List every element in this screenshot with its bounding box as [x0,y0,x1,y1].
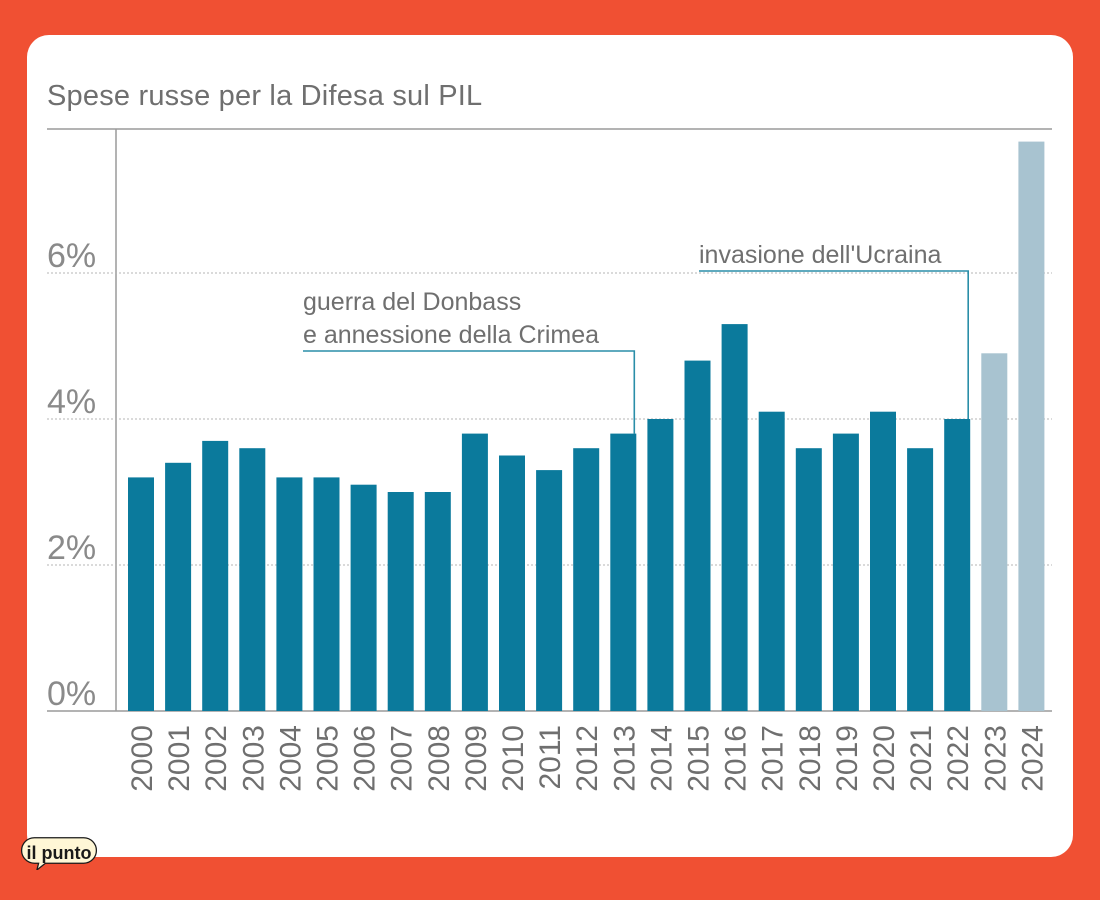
bar-2019 [832,433,859,711]
x-tick-label: 2017 [757,725,790,792]
x-tick-label: 2002 [200,725,233,792]
x-tick-label: 2010 [497,725,530,792]
x-tick-label: 2000 [126,725,159,792]
y-axis-ticks: 0% 2% 4% 6% [47,237,96,713]
x-tick-label: 2005 [312,725,345,792]
chart-title: Spese russe per la Difesa sul PIL [47,80,483,112]
x-tick-label: 2001 [163,725,196,792]
bar-2023 [981,353,1008,711]
bar-2008 [424,492,451,711]
x-tick-label: 2016 [720,725,753,792]
bar-2011 [536,470,563,711]
chart-card [27,35,1073,857]
bar-2002 [202,440,229,711]
bar-2003 [239,448,266,711]
bar-2009 [461,433,488,711]
annotation-text: e annessione della Crimea [303,321,599,349]
bar-2021 [907,448,934,711]
logo-text: il punto [26,843,92,863]
annotations: guerra del Donbass e annessione della Cri… [303,241,970,434]
x-tick-label: 2020 [868,725,901,792]
bar-2022 [944,419,971,711]
bar-2015 [684,360,711,711]
bar-2024 [1018,141,1045,712]
bar-2013 [610,433,637,711]
bar-2016 [721,324,748,711]
x-tick-label: 2003 [237,725,270,792]
x-tick-label: 2014 [645,725,678,792]
y-tick-label: 6% [47,237,96,275]
annotation-text: invasione dell'Ucraina [699,241,942,269]
bar-2004 [276,477,303,711]
x-tick-label: 2009 [460,725,493,792]
x-tick-label: 2023 [979,725,1012,792]
x-tick-label: 2013 [608,725,641,792]
bar-2018 [795,448,822,711]
annotation-text: guerra del Donbass [303,288,521,316]
bar-2007 [387,492,414,711]
bar-2014 [647,419,674,711]
annotation-leader-line [699,270,970,419]
x-tick-label: 2024 [1016,725,1049,792]
bars [128,141,1045,712]
x-tick-label: 2015 [683,725,716,792]
x-tick-label: 2021 [905,725,938,792]
x-tick-label: 2008 [423,725,456,792]
x-tick-label: 2007 [386,725,419,792]
x-tick-label: 2022 [942,725,975,792]
bar-2006 [350,484,377,711]
bar-2005 [313,477,340,711]
x-tick-label: 2011 [534,725,567,790]
x-tick-label: 2018 [794,725,827,792]
annotation-leader-line [303,350,636,434]
x-axis-ticks: 2000 2001 2002 2003 2004 2005 2006 2007 2008 2009… [126,725,1049,792]
x-tick-label: 2019 [831,725,864,792]
y-tick-label: 0% [47,675,96,713]
il-punto-logo [20,837,98,870]
bar-2010 [499,455,525,711]
bar-2017 [758,411,785,711]
x-tick-label: 2004 [274,725,307,792]
bar-2012 [573,448,600,711]
bar-2001 [165,462,192,711]
y-tick-label: 2% [47,529,96,567]
bar-2020 [870,411,896,711]
bar-2000 [128,477,154,711]
y-tick-label: 4% [47,383,96,421]
x-tick-label: 2006 [349,725,382,792]
x-tick-label: 2012 [571,725,604,792]
